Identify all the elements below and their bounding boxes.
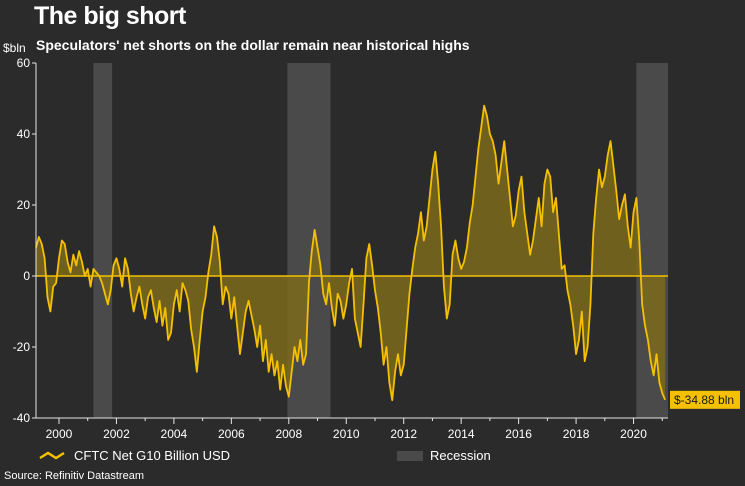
legend-recession-swatch xyxy=(397,451,423,461)
y-tick-label: 0 xyxy=(23,269,30,283)
chart-subtitle: Speculators' net shorts on the dollar re… xyxy=(36,37,470,53)
axes: -40 -20 0 20 40 60 2000 2002 2004 2006 2008 2010 201… xyxy=(13,56,668,441)
series-line xyxy=(35,104,666,402)
x-tick-label: 2018 xyxy=(563,427,590,441)
last-value-callout: $-34.88 bln xyxy=(670,390,740,409)
legend-line-swatch xyxy=(39,451,65,460)
recession-band-0 xyxy=(93,63,113,418)
legend-label: CFTC Net G10 Billion USD xyxy=(74,448,230,463)
source-note: Source: Refinitiv Datastream xyxy=(4,470,144,482)
legend-label: Recession xyxy=(430,448,491,463)
recession-band-1 xyxy=(287,63,331,418)
x-tick-label: 2002 xyxy=(103,427,130,441)
callout-label: $-34.88 bln xyxy=(674,393,734,407)
chart-title: The big short xyxy=(34,2,186,30)
y-tick-label: 20 xyxy=(17,198,31,212)
y-tick-label: 40 xyxy=(17,127,31,141)
callout-box xyxy=(670,390,740,409)
x-tick-label: 2020 xyxy=(620,427,647,441)
x-tick-label: 2004 xyxy=(161,427,188,441)
x-tick-label: 2008 xyxy=(275,427,302,441)
series-fill xyxy=(36,105,666,401)
x-tick-label: 2006 xyxy=(218,427,245,441)
series-area xyxy=(35,104,668,402)
x-tick-label: 2010 xyxy=(333,427,360,441)
x-tick-label: 2012 xyxy=(390,427,417,441)
recession-bands xyxy=(93,63,668,418)
legend: CFTC Net G10 Billion USD Recession xyxy=(39,448,491,463)
y-tick-label: -40 xyxy=(13,411,31,425)
x-tick-label: 2016 xyxy=(505,427,532,441)
y-axis-unit: $bln xyxy=(3,41,26,55)
y-tick-label: 60 xyxy=(17,56,31,70)
y-tick-label: -20 xyxy=(13,340,31,354)
x-tick-label: 2000 xyxy=(46,427,73,441)
x-tick-label: 2014 xyxy=(448,427,475,441)
